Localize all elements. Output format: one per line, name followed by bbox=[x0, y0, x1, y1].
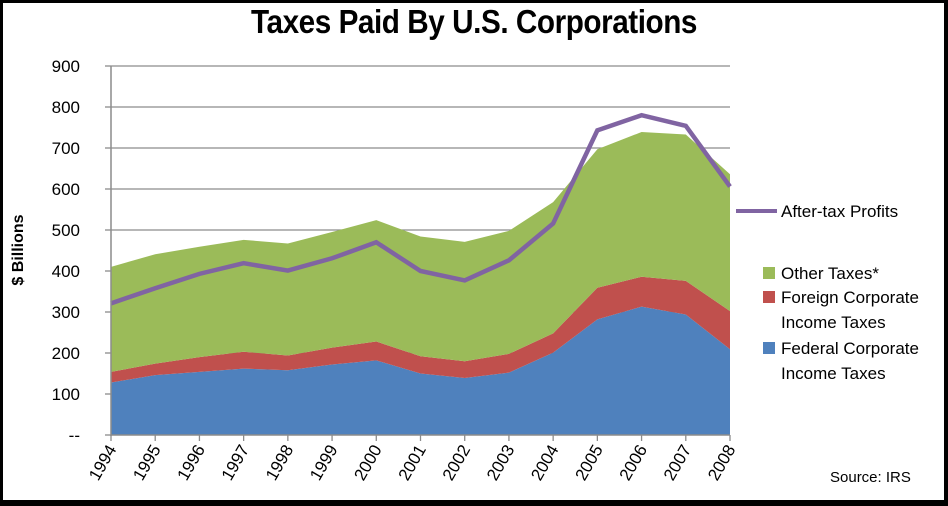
legend-item: After-tax Profits bbox=[736, 202, 898, 221]
x-tick-label: 1997 bbox=[218, 442, 253, 484]
area-other-taxes bbox=[111, 132, 730, 372]
axes bbox=[105, 65, 731, 441]
x-tick-label: 2007 bbox=[660, 442, 695, 484]
y-tick-label: 100 bbox=[52, 385, 80, 404]
legend-label: After-tax Profits bbox=[781, 202, 898, 221]
line-series bbox=[110, 112, 732, 306]
y-axis-label: $ Billions bbox=[10, 214, 27, 285]
legend-item: Other Taxes* bbox=[763, 264, 879, 283]
legend-box-swatch bbox=[763, 291, 775, 303]
y-tick-label: 600 bbox=[52, 180, 80, 199]
x-tick-label: 2000 bbox=[350, 442, 385, 484]
y-tick-labels: -- 100 200 300 400 500 600 700 800 900 bbox=[52, 57, 80, 445]
x-tick-labels: 1994 1995 1996 1997 1998 1999 2000 2001 2002 2003… bbox=[85, 442, 739, 484]
y-tick-label: 900 bbox=[52, 57, 80, 76]
legend-box-swatch bbox=[763, 267, 775, 279]
x-tick-label: 2002 bbox=[439, 442, 474, 484]
chart-title: Taxes Paid By U.S. Corporations bbox=[251, 3, 697, 40]
x-tick-label: 2008 bbox=[704, 442, 739, 484]
x-tick-label: 1999 bbox=[306, 442, 341, 484]
legend-label: Other Taxes* bbox=[781, 264, 879, 283]
y-tick-label: 500 bbox=[52, 221, 80, 240]
legend-label: Income Taxes bbox=[781, 313, 886, 332]
area-federal-corporate-income-taxes bbox=[111, 306, 730, 435]
x-tick-label: 2004 bbox=[527, 442, 562, 484]
legend-label: Federal Corporate bbox=[781, 339, 919, 358]
line-after-tax-profits bbox=[110, 112, 732, 306]
source-annotation: Source: IRS bbox=[830, 469, 911, 486]
area-series bbox=[111, 132, 730, 435]
y-tick-label: -- bbox=[69, 426, 80, 445]
legend: After-tax Profits Other Taxes* Foreign Cor… bbox=[736, 202, 919, 383]
y-tick-label: 400 bbox=[52, 262, 80, 281]
x-tick-label: 1994 bbox=[85, 442, 120, 484]
legend-label: Foreign Corporate bbox=[781, 288, 919, 307]
y-tick-label: 700 bbox=[52, 139, 80, 158]
area-foreign-corporate-income-taxes bbox=[111, 276, 730, 383]
legend-box-swatch bbox=[763, 342, 775, 354]
x-tick-label: 1995 bbox=[129, 442, 164, 484]
legend-label: Income Taxes bbox=[781, 364, 886, 383]
x-tick-label: 1998 bbox=[262, 442, 297, 484]
x-tick-label: 2003 bbox=[483, 442, 518, 484]
y-tick-label: 300 bbox=[52, 303, 80, 322]
y-tick-label: 200 bbox=[52, 344, 80, 363]
legend-item: Federal Corporate Income Taxes bbox=[763, 339, 919, 383]
legend-item: Foreign Corporate Income Taxes bbox=[763, 288, 919, 332]
x-tick-label: 2006 bbox=[616, 442, 651, 484]
x-tick-label: 1996 bbox=[174, 442, 209, 484]
y-tick-label: 800 bbox=[52, 98, 80, 117]
x-tick-label: 2001 bbox=[395, 442, 430, 484]
x-tick-label: 2005 bbox=[571, 442, 606, 484]
